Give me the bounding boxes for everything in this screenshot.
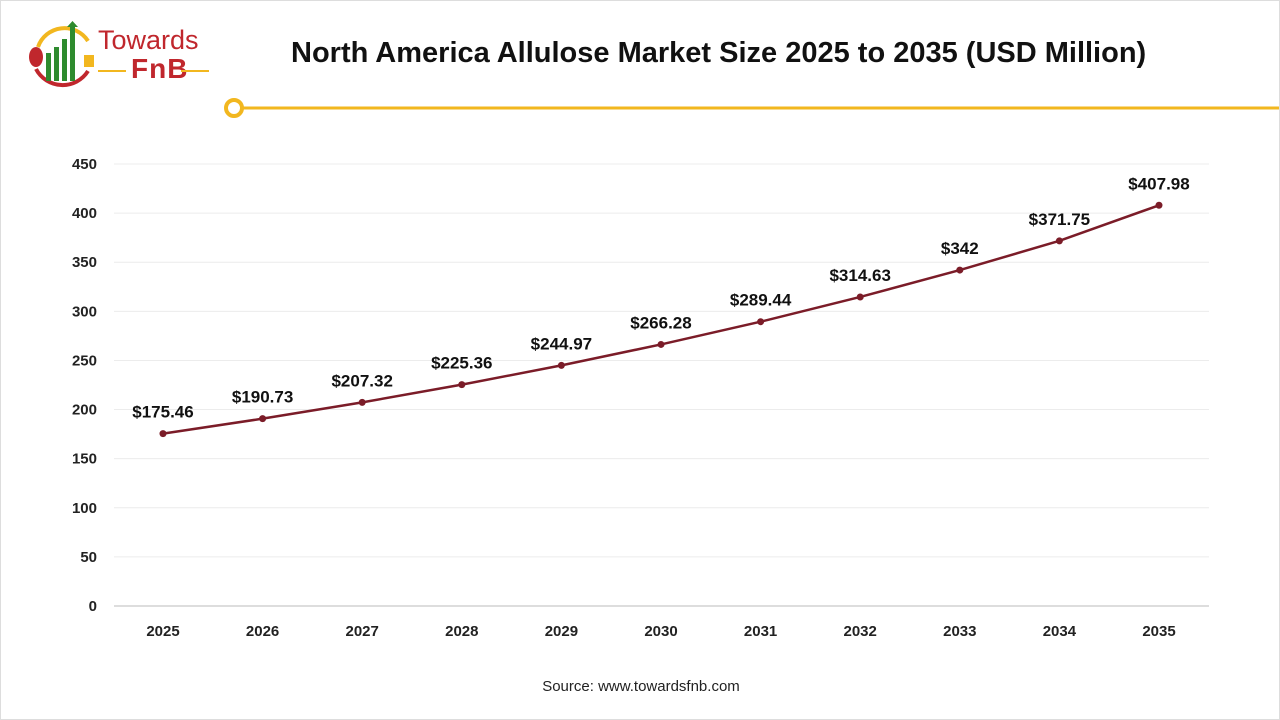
data-point — [159, 430, 167, 438]
x-tick-label: 2027 — [346, 623, 379, 640]
logo-icon — [29, 21, 94, 88]
data-point — [1155, 201, 1163, 209]
data-label: $342 — [941, 239, 979, 258]
y-tick-label: 250 — [72, 352, 97, 369]
x-tick-label: 2025 — [146, 623, 179, 640]
y-tick-label: 150 — [72, 451, 97, 468]
x-tick-label: 2030 — [644, 623, 677, 640]
data-point — [358, 398, 366, 406]
x-tick-label: 2034 — [1043, 623, 1077, 640]
logo-text-fnb: FnB — [131, 53, 189, 84]
data-point — [557, 361, 565, 369]
data-label: $244.97 — [531, 334, 592, 353]
x-tick-label: 2029 — [545, 623, 578, 640]
y-tick-label: 450 — [72, 156, 97, 173]
y-tick-label: 350 — [72, 254, 97, 271]
x-tick-label: 2032 — [844, 623, 877, 640]
data-label: $289.44 — [730, 291, 792, 310]
data-point — [458, 381, 466, 389]
x-tick-label: 2031 — [744, 623, 777, 640]
x-tick-label: 2033 — [943, 623, 976, 640]
x-tick-label: 2028 — [445, 623, 478, 640]
x-tick-label: 2035 — [1142, 623, 1175, 640]
data-point — [1055, 237, 1063, 245]
y-tick-label: 300 — [72, 303, 97, 320]
data-label: $371.75 — [1029, 210, 1090, 229]
data-point — [856, 293, 864, 301]
y-tick-label: 0 — [89, 598, 97, 615]
source-note: Source: www.towardsfnb.com — [542, 678, 740, 695]
y-tick-label: 400 — [72, 205, 97, 222]
data-label: $207.32 — [331, 371, 392, 390]
data-point — [956, 266, 964, 274]
y-tick-label: 50 — [80, 549, 97, 566]
x-tick-label: 2026 — [246, 623, 279, 640]
title-underline — [224, 98, 1279, 118]
data-point — [259, 415, 267, 423]
towards-fnb-logo: Towards FnB — [26, 19, 216, 89]
data-point — [657, 340, 665, 348]
data-point — [757, 318, 765, 326]
chart-title: North America Allulose Market Size 2025 … — [291, 37, 1147, 69]
y-tick-label: 100 — [72, 500, 97, 517]
data-label: $407.98 — [1128, 174, 1189, 193]
data-label: $190.73 — [232, 388, 293, 407]
logo-text-towards: Towards — [98, 25, 199, 55]
y-tick-label: 200 — [72, 402, 97, 419]
data-label: $314.63 — [829, 266, 890, 285]
data-label: $266.28 — [630, 313, 691, 332]
data-label: $175.46 — [132, 403, 193, 422]
data-label: $225.36 — [431, 354, 492, 373]
